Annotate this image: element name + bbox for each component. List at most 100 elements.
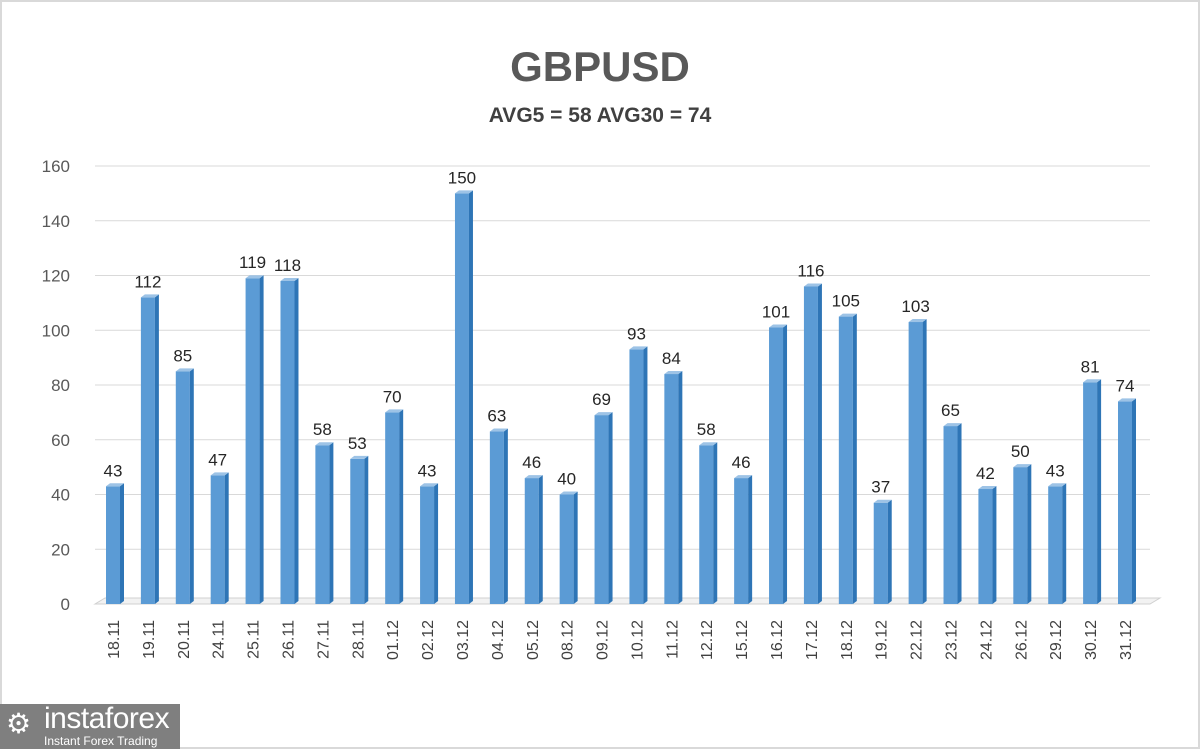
bar-top (734, 475, 753, 479)
bar-side (329, 442, 334, 604)
x-tick-label: 01.12 (385, 620, 402, 660)
x-tick-label: 28.11 (350, 620, 367, 659)
bar-top (420, 483, 439, 487)
bar-side (154, 294, 159, 604)
bar-side (817, 283, 822, 604)
bar (280, 280, 295, 604)
data-label: 42 (976, 464, 995, 483)
bar (385, 412, 400, 604)
x-tick-label: 20.11 (176, 620, 193, 659)
data-label: 63 (487, 407, 506, 426)
logo-name: instaforex (44, 704, 170, 735)
bar (524, 478, 539, 604)
bar (350, 458, 365, 604)
bar (803, 286, 818, 604)
bar (1118, 401, 1132, 604)
bar-top (1083, 379, 1102, 383)
x-tick-label: 26.12 (1013, 620, 1030, 660)
bar-top (175, 368, 194, 372)
data-label: 105 (832, 292, 860, 311)
data-label: 53 (348, 434, 367, 453)
bar-side (1097, 379, 1102, 604)
data-label: 150 (448, 168, 476, 187)
bar-side (364, 455, 369, 604)
y-tick-label: 100 (42, 321, 70, 340)
bar-top (210, 472, 229, 476)
data-label: 101 (762, 303, 790, 322)
x-tick-label: 04.12 (490, 620, 507, 660)
x-tick-label: 12.12 (699, 620, 716, 660)
bar-top (908, 319, 927, 323)
y-tick-label: 60 (51, 431, 70, 450)
data-label: 40 (557, 470, 576, 489)
data-label: 47 (208, 450, 227, 469)
data-label: 119 (239, 253, 266, 272)
bar (489, 431, 504, 604)
x-tick-label: 18.12 (839, 620, 856, 660)
data-label: 65 (941, 401, 960, 420)
bar-top (838, 313, 857, 317)
bar-side (538, 475, 543, 604)
x-tick-label: 03.12 (455, 620, 472, 660)
bar (769, 327, 784, 604)
bar-top (245, 275, 264, 279)
x-tick-label: 22.12 (909, 620, 926, 660)
x-tick-label: 02.12 (420, 620, 437, 660)
bar-side (573, 491, 578, 604)
bar-top (454, 190, 473, 194)
data-label: 81 (1081, 357, 1100, 376)
bar-top (943, 423, 962, 427)
bar-top (280, 277, 299, 281)
bar (594, 415, 609, 604)
bar (908, 322, 923, 604)
bar (175, 371, 190, 604)
bar-side (259, 275, 264, 604)
bar-top (315, 442, 334, 446)
bar (559, 494, 574, 604)
data-label: 58 (697, 420, 716, 439)
bar (315, 445, 330, 604)
data-label: 43 (418, 461, 437, 480)
data-label: 103 (901, 297, 929, 316)
data-label: 37 (871, 478, 890, 497)
bar-top (873, 499, 892, 503)
bar (734, 478, 749, 604)
data-label: 118 (274, 256, 301, 275)
x-tick-label: 24.12 (978, 620, 995, 660)
data-label: 93 (627, 324, 646, 343)
x-tick-label: 30.12 (1083, 620, 1100, 660)
bar-top (1118, 398, 1136, 402)
x-tick-label: 31.12 (1118, 620, 1135, 660)
bar (978, 489, 993, 604)
bar-top (524, 475, 543, 479)
bar-top (559, 491, 578, 495)
x-tick-label: 19.11 (141, 620, 158, 659)
x-tick-label: 08.12 (560, 620, 577, 660)
data-label: 84 (662, 349, 681, 368)
bar-top (489, 428, 508, 432)
bar-side (608, 412, 613, 604)
y-tick-label: 140 (42, 212, 70, 231)
bar (210, 475, 225, 604)
bar (106, 486, 120, 604)
bar-side (224, 472, 229, 604)
y-tick-label: 40 (51, 486, 70, 505)
bar-side (189, 368, 194, 604)
bar (629, 349, 644, 604)
bar-side (1062, 483, 1067, 604)
data-label: 69 (592, 390, 611, 409)
bar-side (713, 442, 718, 604)
data-label: 116 (797, 261, 824, 280)
chart-subtitle: AVG5 = 58 AVG30 = 74 (488, 104, 712, 127)
bar-top (385, 409, 404, 413)
x-tick-label: 23.12 (944, 620, 961, 660)
x-tick-label: 25.11 (246, 620, 263, 659)
x-tick-label: 11.12 (664, 620, 681, 659)
instaforex-logo: ⚙ instaforex Instant Forex Trading (0, 704, 180, 749)
bar (873, 502, 888, 604)
bar-top (350, 455, 369, 459)
y-tick-label: 0 (61, 595, 70, 614)
bar (1083, 382, 1098, 604)
